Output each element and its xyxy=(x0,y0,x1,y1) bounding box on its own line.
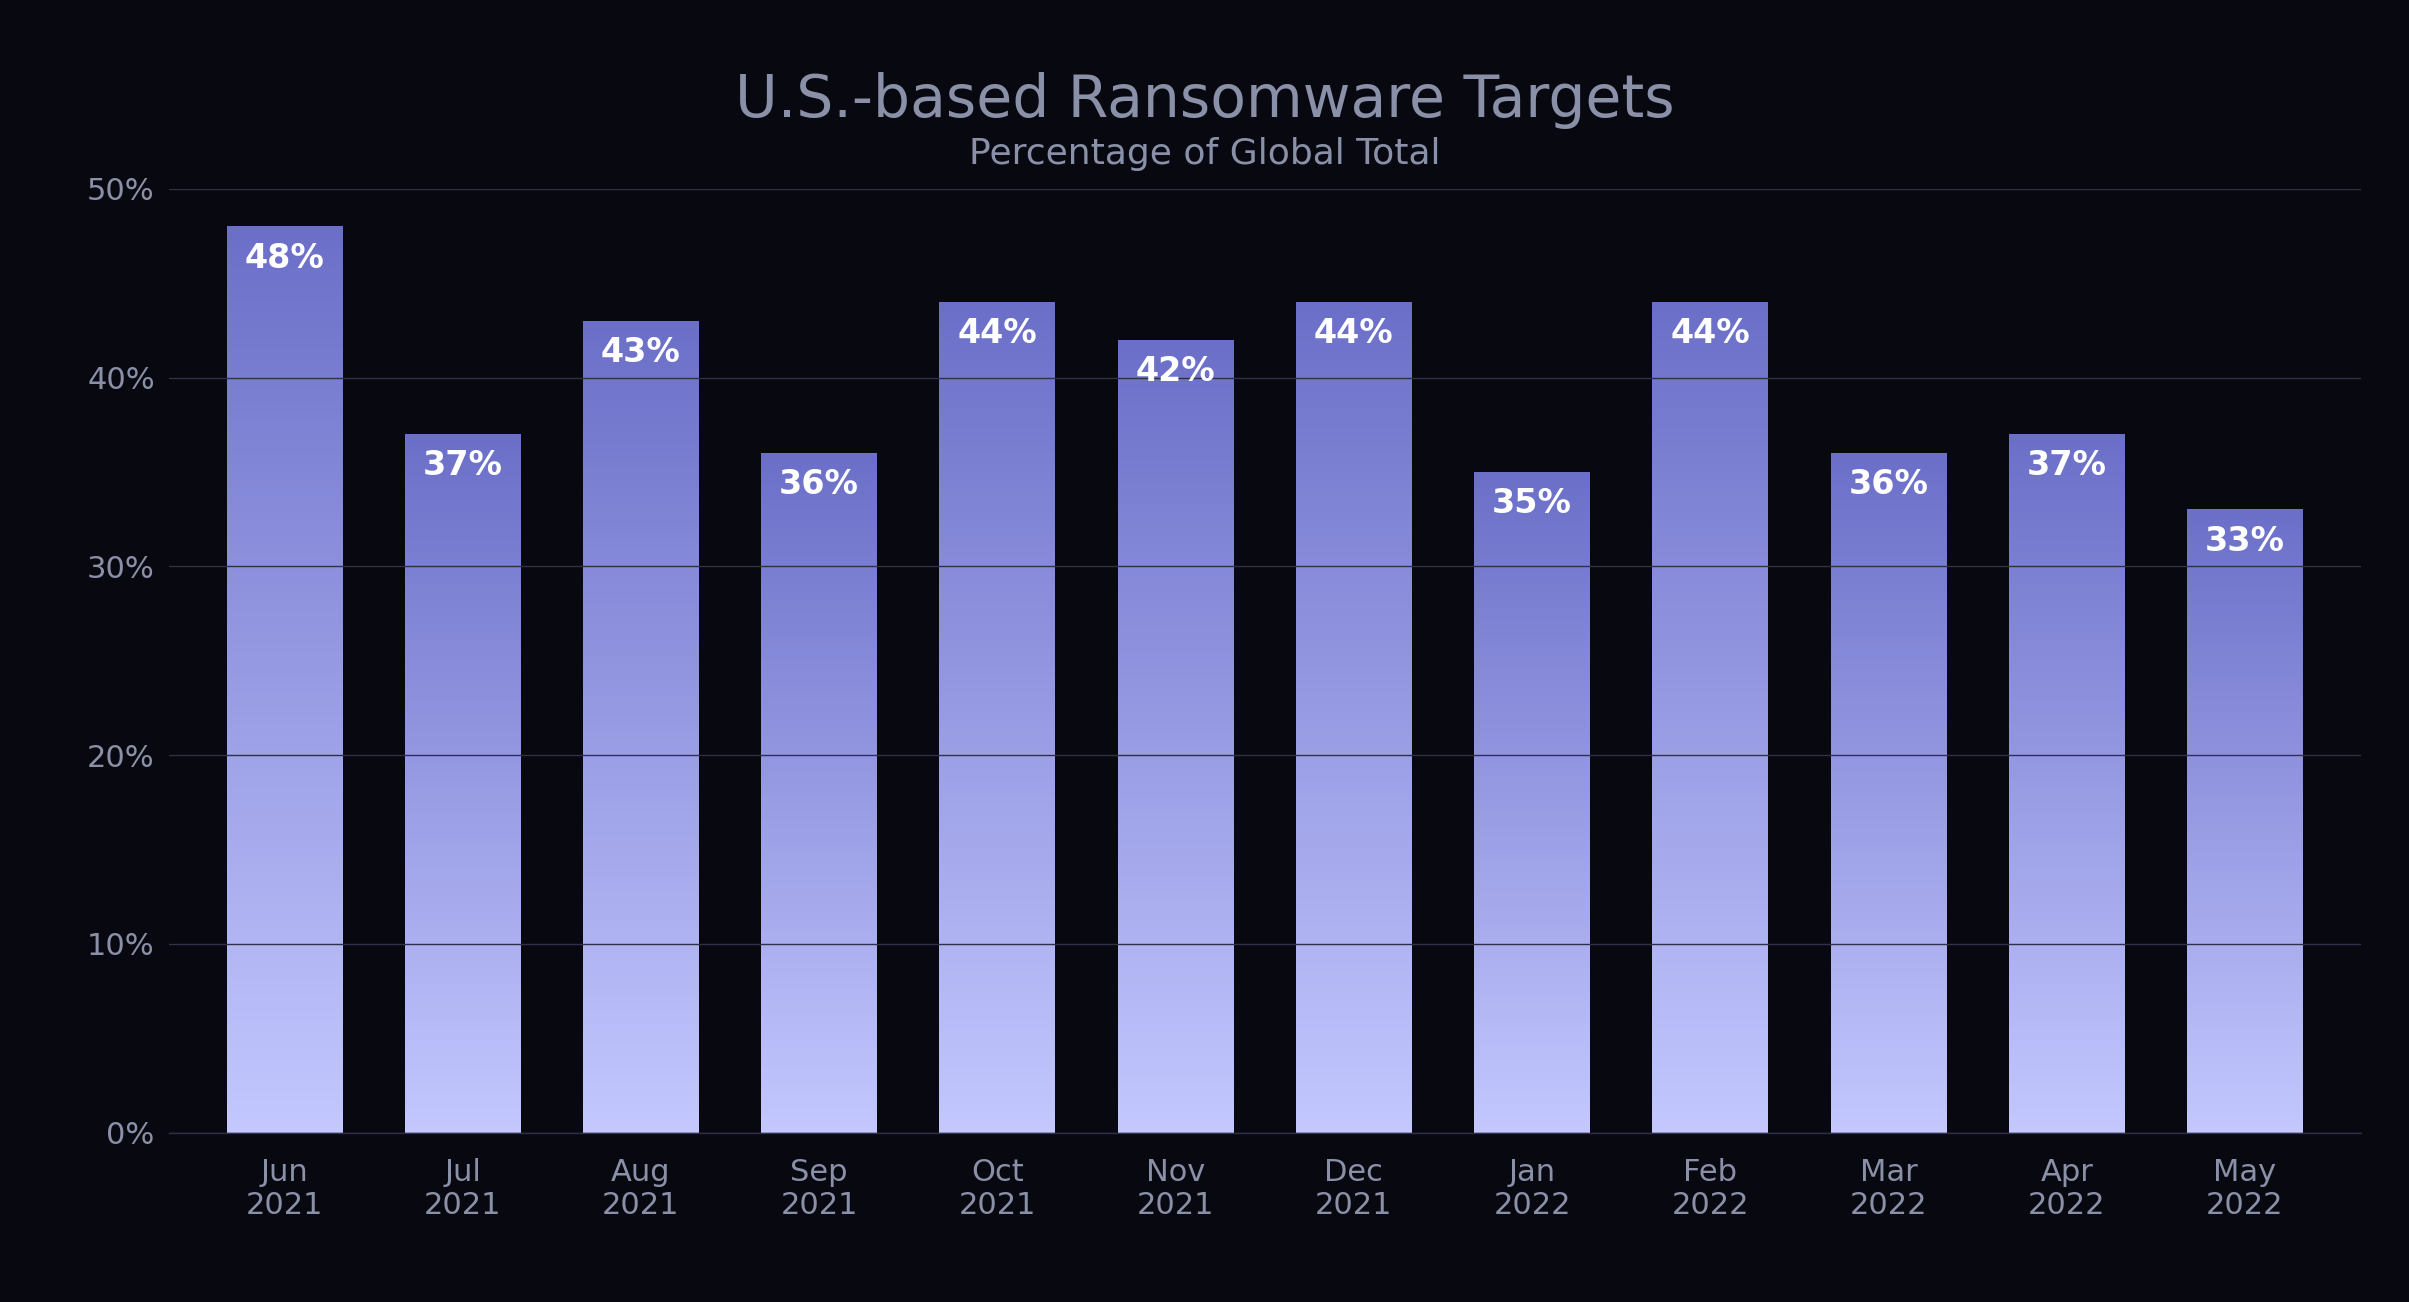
Text: 37%: 37% xyxy=(422,449,503,482)
Text: 48%: 48% xyxy=(246,242,325,275)
Text: Percentage of Global Total: Percentage of Global Total xyxy=(968,137,1441,171)
Text: 33%: 33% xyxy=(2204,525,2284,557)
Text: 35%: 35% xyxy=(1491,487,1573,519)
Text: 44%: 44% xyxy=(1313,318,1395,350)
Text: 37%: 37% xyxy=(2026,449,2108,482)
Text: 42%: 42% xyxy=(1135,355,1217,388)
Text: U.S.-based Ransomware Targets: U.S.-based Ransomware Targets xyxy=(735,72,1674,129)
Text: 44%: 44% xyxy=(956,318,1038,350)
Text: 44%: 44% xyxy=(1669,318,1749,350)
Text: 43%: 43% xyxy=(602,336,682,368)
Text: 36%: 36% xyxy=(1848,469,1930,501)
Text: 36%: 36% xyxy=(778,469,860,501)
